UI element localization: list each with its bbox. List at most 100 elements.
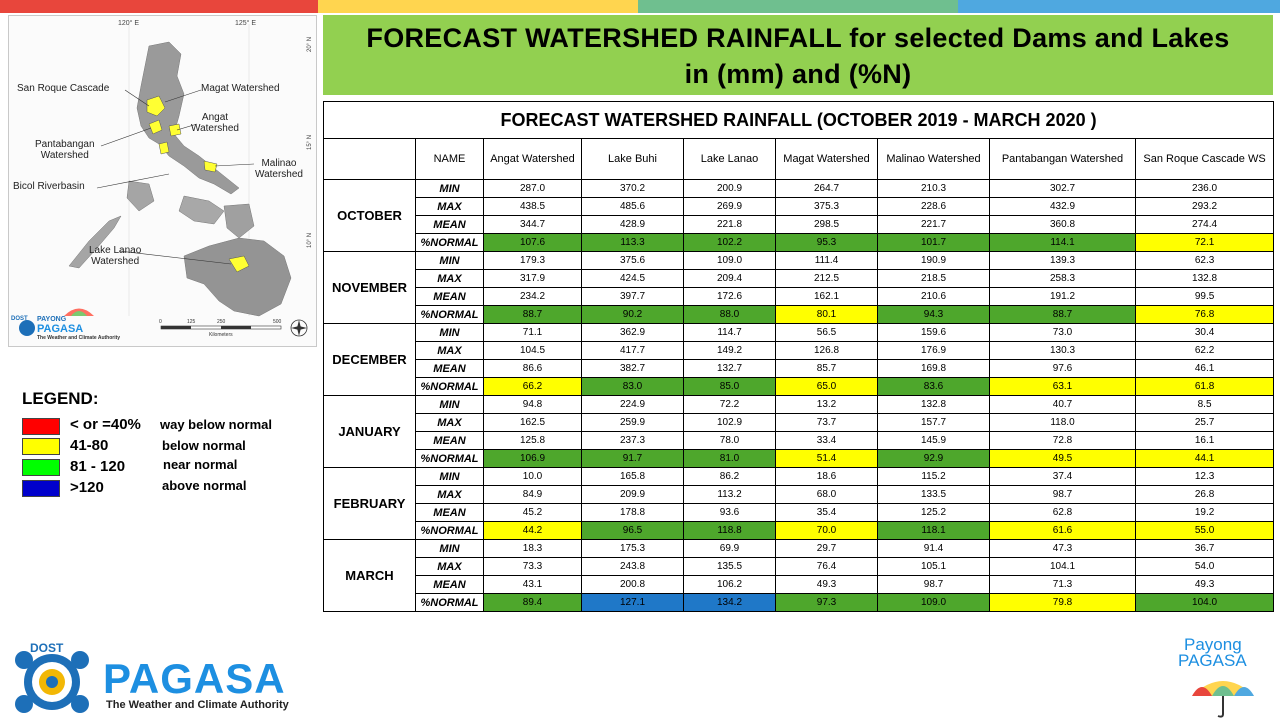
scale-num-125: 125 bbox=[187, 319, 196, 325]
table-cell: 91.4 bbox=[877, 539, 990, 558]
table-cell: 73.3 bbox=[483, 557, 582, 576]
label-san-roque: San Roque Cascade bbox=[17, 83, 110, 94]
row-label: MAX bbox=[415, 557, 484, 576]
table-cell: 107.6 bbox=[483, 233, 582, 252]
row-label: %NORMAL bbox=[415, 521, 484, 540]
table-cell: 298.5 bbox=[775, 215, 878, 234]
legend-range-0: < or =40% bbox=[70, 416, 141, 433]
top-color-bar bbox=[0, 0, 1280, 13]
table-cell: 132.7 bbox=[683, 359, 776, 378]
table-row: MEAN 43.1 200.8 106.2 49.3 98.7 71.3 49.3 bbox=[324, 575, 1275, 594]
footer-dost: DOST bbox=[30, 641, 64, 655]
table-cell: 375.6 bbox=[581, 251, 684, 270]
bar-blue bbox=[958, 0, 1280, 13]
row-label: %NORMAL bbox=[415, 305, 484, 324]
table-cell: 91.7 bbox=[581, 449, 684, 468]
header-col-4: Malinao Watershed bbox=[877, 138, 990, 180]
table-cell: 70.0 bbox=[775, 521, 878, 540]
table-row: %NORMAL 66.2 83.0 85.0 65.0 83.6 63.1 61.8 bbox=[324, 377, 1275, 396]
table-cell: 71.1 bbox=[483, 323, 582, 342]
legend-desc-0: way below normal bbox=[160, 417, 272, 432]
table-cell: 159.6 bbox=[877, 323, 990, 342]
table-cell: 317.9 bbox=[483, 269, 582, 288]
legend-title: LEGEND: bbox=[22, 389, 99, 408]
table-row: MEAN 234.2 397.7 172.6 162.1 210.6 191.2 99.5 bbox=[324, 287, 1275, 306]
table-cell: 432.9 bbox=[989, 197, 1136, 216]
table-cell: 102.2 bbox=[683, 233, 776, 252]
bar-green bbox=[638, 0, 958, 13]
table-cell: 33.4 bbox=[775, 431, 878, 450]
table-cell: 71.3 bbox=[989, 575, 1136, 594]
table-cell: 46.1 bbox=[1134, 359, 1275, 378]
table-cell: 344.7 bbox=[483, 215, 582, 234]
legend-swatch-row-3 bbox=[22, 479, 60, 497]
table-cell: 63.1 bbox=[989, 377, 1136, 396]
legend-swatch-green bbox=[22, 458, 60, 476]
table-cell: 114.7 bbox=[683, 323, 776, 342]
table-cell: 210.6 bbox=[877, 287, 990, 306]
table-cell: 417.7 bbox=[581, 341, 684, 360]
table-cell: 65.0 bbox=[775, 377, 878, 396]
table-cell: 62.2 bbox=[1134, 341, 1275, 360]
header-col-5: Pantabangan Watershed bbox=[989, 138, 1136, 180]
table-cell: 135.5 bbox=[683, 557, 776, 576]
table-cell: 85.7 bbox=[775, 359, 878, 378]
table-cell: 43.1 bbox=[483, 575, 582, 594]
table-cell: 78.0 bbox=[683, 431, 776, 450]
table-cell: 83.6 bbox=[877, 377, 990, 396]
table-row: %NORMAL 89.4 127.1 134.2 97.3 109.0 79.8 104.0 bbox=[324, 593, 1275, 612]
table-cell: 172.6 bbox=[683, 287, 776, 306]
table-cell: 104.1 bbox=[989, 557, 1136, 576]
table-cell: 89.4 bbox=[483, 593, 582, 612]
legend-desc-3: above normal bbox=[162, 478, 247, 493]
table-cell: 118.0 bbox=[989, 413, 1136, 432]
table-cell: 85.0 bbox=[683, 377, 776, 396]
month-label: JANUARY bbox=[323, 395, 416, 468]
table-row: NOVEMBER MIN 179.3 375.6 109.0 111.4 190.9 139.… bbox=[323, 251, 1275, 324]
table-cell: 149.2 bbox=[683, 341, 776, 360]
table-cell: 68.0 bbox=[775, 485, 878, 504]
scale-num-250: 250 bbox=[217, 319, 226, 325]
header-name: NAME bbox=[415, 138, 484, 180]
map-logo-tagline: The Weather and Climate Authority bbox=[37, 335, 121, 341]
month-label: MARCH bbox=[323, 539, 416, 612]
table-cell: 73.7 bbox=[775, 413, 878, 432]
lat-label-10: 10° N bbox=[307, 232, 313, 248]
table-cell: 236.0 bbox=[1134, 179, 1275, 198]
month-label: DECEMBER bbox=[323, 323, 416, 396]
table-cell: 72.8 bbox=[989, 431, 1136, 450]
label-malinao: Malinao Watershed bbox=[255, 158, 303, 180]
table-cell: 165.8 bbox=[581, 467, 684, 486]
table-cell: 83.0 bbox=[581, 377, 684, 396]
table-cell: 61.8 bbox=[1134, 377, 1275, 396]
table-cell: 175.3 bbox=[581, 539, 684, 558]
table-cell: 36.7 bbox=[1134, 539, 1275, 558]
footer-pagasa: PAGASA bbox=[103, 655, 286, 702]
row-label: MEAN bbox=[415, 503, 484, 522]
table-cell: 362.9 bbox=[581, 323, 684, 342]
table-cell: 132.8 bbox=[1134, 269, 1275, 288]
table-row: JANUARY MIN 94.8 224.9 72.2 13.2 132.8 40.7 8.5 bbox=[323, 395, 1275, 468]
table-cell: 200.9 bbox=[683, 179, 776, 198]
table-cell: 30.4 bbox=[1134, 323, 1275, 342]
table-cell: 16.1 bbox=[1134, 431, 1275, 450]
table-cell: 178.8 bbox=[581, 503, 684, 522]
table-cell: 293.2 bbox=[1134, 197, 1275, 216]
table-cell: 126.8 bbox=[775, 341, 878, 360]
table-cell: 73.0 bbox=[989, 323, 1136, 342]
table-row: %NORMAL 107.6 113.3 102.2 95.3 101.7 114.1 72.1 bbox=[324, 233, 1275, 252]
footer-tagline: The Weather and Climate Authority bbox=[106, 699, 289, 711]
table-title: FORECAST WATERSHED RAINFALL (OCTOBER 201… bbox=[322, 101, 1275, 139]
table-cell: 101.7 bbox=[877, 233, 990, 252]
table-cell: 37.4 bbox=[989, 467, 1136, 486]
umbrella-icon bbox=[1192, 681, 1254, 718]
table-cell: 302.7 bbox=[989, 179, 1136, 198]
table-cell: 162.5 bbox=[483, 413, 582, 432]
table-cell: 145.9 bbox=[877, 431, 990, 450]
table-row: OCTOBER MIN 287.0 370.2 200.9 264.7 210.3 302.7… bbox=[323, 179, 1275, 252]
table-row: MAX 84.9 209.9 113.2 68.0 133.5 98.7 26.8 bbox=[324, 485, 1275, 504]
row-label: MIN bbox=[415, 539, 484, 558]
table-cell: 76.4 bbox=[775, 557, 878, 576]
legend-swatch-row-0 bbox=[22, 417, 60, 435]
row-label: MIN bbox=[415, 395, 484, 414]
